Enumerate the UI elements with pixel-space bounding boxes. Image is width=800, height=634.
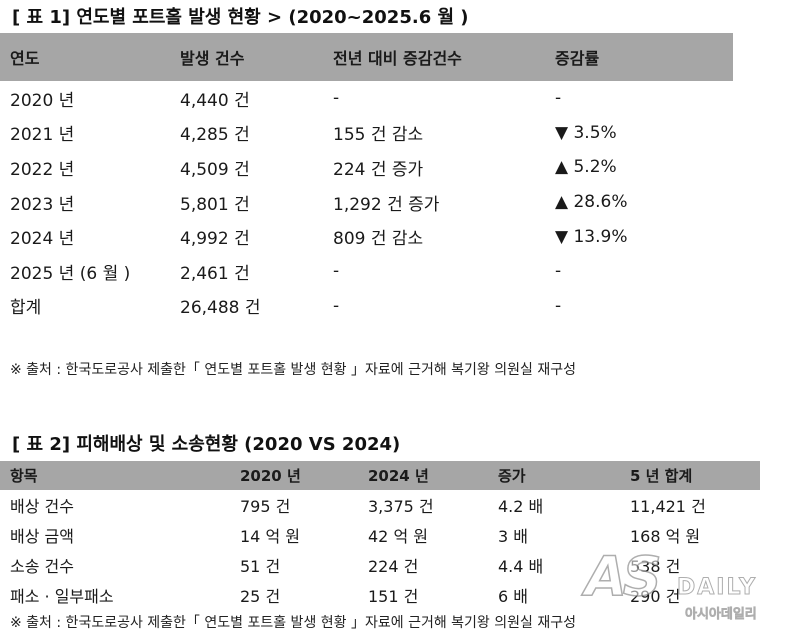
table2-header-5yr-total: 5 년 합계 — [630, 467, 693, 485]
table-row: 배상 건수 795 건 3,375 건 4.2 배 11,421 건 — [0, 490, 760, 520]
table2-header-row: 항목 2020 년 2024 년 증가 5 년 합계 — [0, 461, 760, 490]
table-row: 패소 · 일부패소 25 건 151 건 6 배 290 건 — [0, 580, 760, 610]
table-cell: 224 건 증가 — [333, 159, 424, 180]
table-cell: 2020 년 — [10, 90, 75, 111]
table-cell: 6 배 — [498, 587, 528, 606]
table-cell: 4,285 건 — [180, 125, 250, 146]
table-cell: 합계 — [10, 298, 42, 319]
table1-header-row: 연도 발생 건수 전년 대비 증감건수 증감률 — [0, 33, 733, 81]
table1-header-count: 발생 건수 — [180, 49, 245, 68]
table-row: 2021 년 4,285 건 155 건 감소 ▼ 3.5% — [0, 116, 733, 151]
table2-header-2020: 2020 년 — [240, 467, 301, 485]
table-cell: 290 건 — [630, 587, 681, 606]
table2-header-2024: 2024 년 — [368, 467, 429, 485]
table-cell: 224 건 — [368, 557, 419, 576]
table-cell: ▲ 28.6% — [555, 192, 628, 213]
table-cell: 4.2 배 — [498, 497, 544, 516]
table-row: 2024 년 4,992 건 809 건 감소 ▼ 13.9% — [0, 219, 733, 254]
table-cell: - — [555, 88, 562, 109]
table-cell: 4,992 건 — [180, 229, 250, 250]
table-cell: ▲ 5.2% — [555, 157, 617, 178]
table-cell: - — [555, 261, 562, 282]
table-row: 배상 금액 14 억 원 42 억 원 3 배 168 억 원 — [0, 520, 760, 550]
table-cell: 809 건 감소 — [333, 229, 424, 250]
table-row: 소송 건수 51 건 224 건 4.4 배 538 건 — [0, 550, 760, 580]
table-cell: 2024 년 — [10, 229, 75, 250]
table-cell: 155 건 감소 — [333, 125, 424, 146]
table-cell: 4.4 배 — [498, 557, 544, 576]
table-cell: 4,509 건 — [180, 159, 250, 180]
table-cell: 3,375 건 — [368, 497, 434, 516]
table-cell: 42 억 원 — [368, 527, 428, 546]
table-cell: - — [333, 261, 340, 282]
table-cell: 배상 금액 — [10, 527, 74, 546]
table1-header-change-rate: 증감률 — [555, 49, 600, 68]
table1-header-year: 연도 — [10, 49, 40, 68]
table-cell: - — [333, 295, 340, 316]
table-row: 2025 년 (6 월 ) 2,461 건 - - — [0, 254, 733, 289]
table2-header-item: 항목 — [10, 467, 38, 485]
table-cell: 5,801 건 — [180, 194, 250, 215]
damage-litigation-table: 항목 2020 년 2024 년 증가 5 년 합계 배상 건수 795 건 3… — [0, 461, 760, 610]
table-cell: ▼ 3.5% — [555, 122, 617, 143]
table-cell: 795 건 — [240, 497, 291, 516]
table-cell: 51 건 — [240, 557, 281, 576]
table-cell: 2,461 건 — [180, 263, 250, 284]
table-cell: 2021 년 — [10, 125, 75, 146]
table-cell: 1,292 건 증가 — [333, 194, 440, 215]
table-cell: 소송 건수 — [10, 557, 74, 576]
table1-header-change-count: 전년 대비 증감건수 — [333, 49, 462, 68]
table-cell: 4,440 건 — [180, 90, 250, 111]
table2-title: [ 표 2] 피해배상 및 소송현황 (2020 VS 2024) — [12, 434, 401, 455]
table-cell: 14 억 원 — [240, 527, 300, 546]
table-row-total: 합계 26,488 건 - - — [0, 289, 733, 324]
table-cell: 168 억 원 — [630, 527, 701, 546]
table-cell: - — [333, 88, 340, 109]
table-row: 2022 년 4,509 건 224 건 증가 ▲ 5.2% — [0, 150, 733, 185]
table-cell: 2023 년 — [10, 194, 75, 215]
table-cell: 배상 건수 — [10, 497, 74, 516]
table-cell: 3 배 — [498, 527, 528, 546]
table-row: 2023 년 5,801 건 1,292 건 증가 ▲ 28.6% — [0, 185, 733, 220]
table2-source-note: ※ 출처 : 한국도로공사 제출한「 연도별 포트홀 발생 현황 」자료에 근거… — [10, 615, 576, 631]
table2-header-increase: 증가 — [498, 467, 526, 485]
table1-source-note: ※ 출처 : 한국도로공사 제출한「 연도별 포트홀 발생 현황 」자료에 근거… — [10, 362, 576, 378]
table-cell: ▼ 13.9% — [555, 226, 628, 247]
table-cell: 2022 년 — [10, 159, 75, 180]
table-cell: 패소 · 일부패소 — [10, 587, 114, 606]
table1-title: [ 표 1] 연도별 포트홀 발생 현황 > (2020~2025.6 월 ) — [12, 7, 469, 28]
table-cell: 25 건 — [240, 587, 281, 606]
table-cell: 2025 년 (6 월 ) — [10, 263, 131, 284]
table-row: 2020 년 4,440 건 - - — [0, 81, 733, 116]
table-cell: 26,488 건 — [180, 298, 261, 319]
table-cell: 538 건 — [630, 557, 681, 576]
pothole-occurrence-table: 연도 발생 건수 전년 대비 증감건수 증감률 2020 년 4,440 건 -… — [0, 33, 733, 323]
table-cell: - — [555, 295, 562, 316]
table-cell: 11,421 건 — [630, 497, 706, 516]
table-cell: 151 건 — [368, 587, 419, 606]
